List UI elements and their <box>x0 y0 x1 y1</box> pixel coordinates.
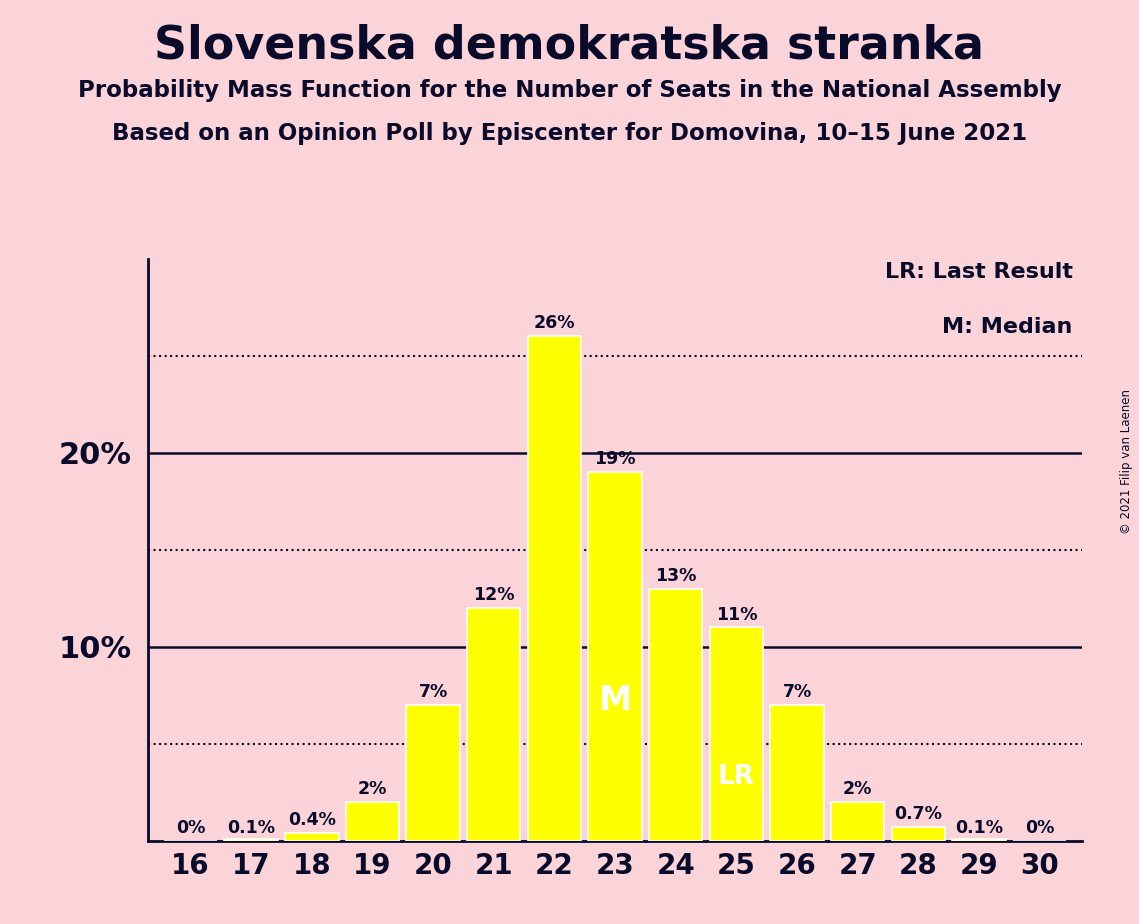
Text: 0.7%: 0.7% <box>894 806 942 823</box>
Bar <box>527 336 581 841</box>
Text: 2%: 2% <box>843 780 872 798</box>
Bar <box>589 472 641 841</box>
Bar <box>467 608 521 841</box>
Bar <box>407 705 460 841</box>
Bar <box>285 833 338 841</box>
Text: 12%: 12% <box>473 586 515 604</box>
Text: LR: LR <box>718 764 755 790</box>
Bar <box>649 589 703 841</box>
Text: 0%: 0% <box>1025 819 1055 837</box>
Text: 0.1%: 0.1% <box>954 819 1003 837</box>
Bar <box>892 827 945 841</box>
Bar <box>770 705 823 841</box>
Text: 26%: 26% <box>534 314 575 333</box>
Text: LR: Last Result: LR: Last Result <box>885 261 1073 282</box>
Bar <box>224 839 278 841</box>
Text: 11%: 11% <box>715 605 757 624</box>
Text: M: M <box>598 685 632 717</box>
Text: Slovenska demokratska stranka: Slovenska demokratska stranka <box>155 23 984 68</box>
Text: Probability Mass Function for the Number of Seats in the National Assembly: Probability Mass Function for the Number… <box>77 79 1062 102</box>
Bar <box>710 627 763 841</box>
Text: 7%: 7% <box>418 683 448 701</box>
Text: 0.1%: 0.1% <box>227 819 276 837</box>
Text: 19%: 19% <box>595 450 636 468</box>
Text: M: Median: M: Median <box>942 317 1073 337</box>
Text: 0%: 0% <box>175 819 205 837</box>
Text: 7%: 7% <box>782 683 812 701</box>
Bar <box>831 802 884 841</box>
Text: 0.4%: 0.4% <box>288 811 336 829</box>
Bar <box>346 802 399 841</box>
Text: Based on an Opinion Poll by Episcenter for Domovina, 10–15 June 2021: Based on an Opinion Poll by Episcenter f… <box>112 122 1027 145</box>
Text: 2%: 2% <box>358 780 387 798</box>
Text: © 2021 Filip van Laenen: © 2021 Filip van Laenen <box>1121 390 1133 534</box>
Text: 13%: 13% <box>655 566 696 585</box>
Bar <box>952 839 1006 841</box>
